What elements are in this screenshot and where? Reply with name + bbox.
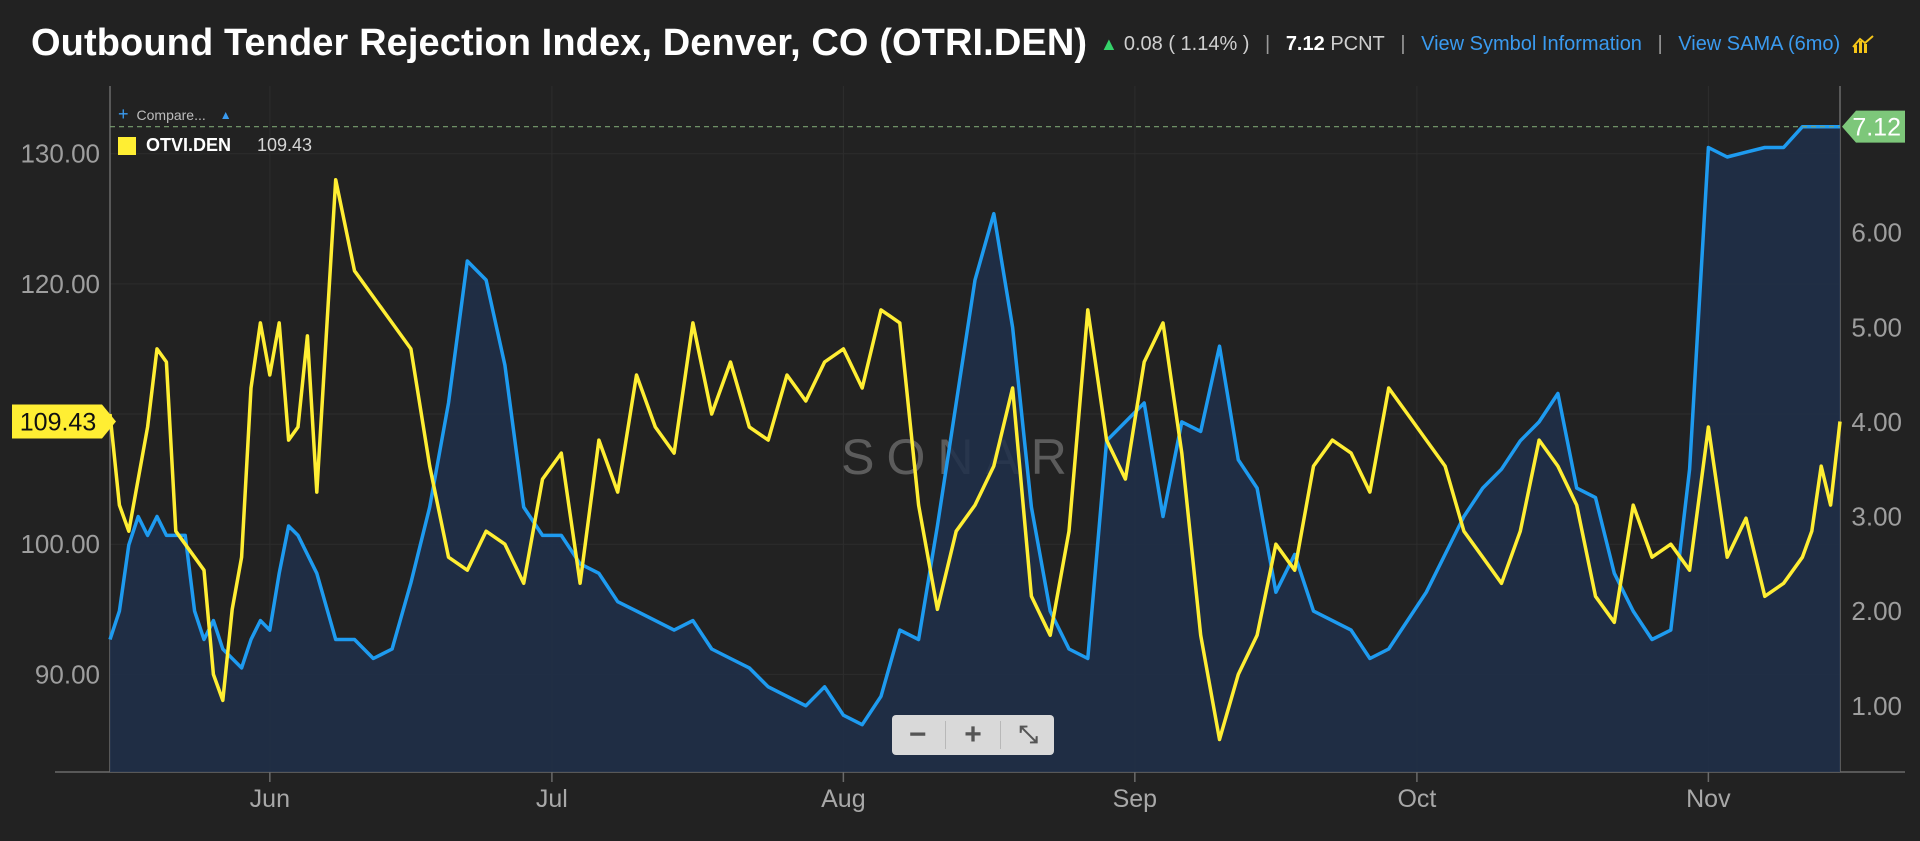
x-axis-tick-label: Sep	[1113, 785, 1157, 813]
compare-button[interactable]: + Compare... ▲	[118, 104, 312, 125]
sama-chart-icon[interactable]	[1851, 34, 1874, 55]
view-sama-link[interactable]: View SAMA (6mo)	[1678, 33, 1841, 56]
otri-area	[110, 126, 1840, 772]
legend-swatch	[118, 136, 136, 155]
change-percent: ( 1.14% )	[1168, 33, 1250, 56]
zoom-out-button[interactable]: −	[908, 718, 927, 751]
divider: |	[1657, 33, 1663, 56]
otri-series	[108, 124, 1840, 772]
otri-line	[108, 124, 1840, 727]
legend-item[interactable]: OTVI.DEN 109.43	[118, 135, 312, 156]
otri-current-badge	[1842, 110, 1905, 143]
zoom-reset-button[interactable]: ⤡	[1018, 721, 1038, 748]
x-axis-tick-label: Oct	[1397, 785, 1436, 813]
compare-label: Compare...	[136, 106, 206, 123]
left-axis-tick-label: 100.00	[20, 529, 100, 559]
right-axis-tick-label: 2.00	[1851, 596, 1902, 626]
plus-icon: +	[118, 104, 129, 124]
up-arrow-icon: ▲	[1100, 34, 1118, 55]
header-info: ▲ 0.08 ( 1.14% ) | 7.12 PCNT | View Symbo…	[1100, 33, 1874, 56]
divider	[944, 721, 946, 749]
left-axis-tick-label: 120.00	[20, 269, 100, 299]
right-axis-tick-label: 4.00	[1851, 407, 1902, 437]
legend: + Compare... ▲ OTVI.DEN 109.43	[118, 104, 312, 156]
chart-title: Outbound Tender Rejection Index, Denver,…	[31, 22, 1088, 64]
right-axis-tick-label: 1.00	[1851, 691, 1902, 721]
divider: |	[1265, 33, 1271, 56]
legend-series-name: OTVI.DEN	[146, 135, 232, 155]
divider: |	[1400, 33, 1406, 56]
zoom-controls: − + ⤡	[892, 715, 1054, 755]
x-axis-tick-label: Aug	[821, 785, 865, 813]
right-axis-tick-label: 5.00	[1851, 312, 1902, 342]
zoom-in-button[interactable]: +	[964, 718, 982, 751]
left-axis-tick-label: 130.00	[20, 139, 100, 169]
right-axis-tick-label: 6.00	[1851, 218, 1902, 248]
change-value: 0.08	[1123, 33, 1163, 56]
otvi-current-label: 109.43	[20, 408, 96, 436]
view-symbol-link[interactable]: View Symbol Information	[1421, 33, 1642, 56]
otri-current-label: 7.12	[1852, 114, 1901, 142]
otvi-series	[108, 177, 1842, 742]
otvi-current-badge	[12, 404, 116, 439]
otvi-line	[108, 177, 1842, 742]
unit-label: PCNT	[1330, 33, 1385, 56]
x-axis-tick-label: Jun	[250, 785, 290, 813]
right-axis-tick-label: 3.00	[1851, 502, 1902, 532]
left-axis-tick-label: 90.00	[35, 659, 100, 689]
chart-header: Outbound Tender Rejection Index, Denver,…	[0, 0, 1920, 87]
x-axis-tick-label: Nov	[1686, 785, 1731, 813]
current-value: 7.12	[1285, 33, 1325, 56]
divider	[1000, 721, 1002, 749]
chevron-up-icon: ▲	[219, 107, 232, 122]
x-axis-tick-label: Jul	[536, 785, 568, 813]
legend-series-value: 109.43	[257, 135, 313, 155]
axis-labels: 90.00100.00110.00120.00130.001.002.003.0…	[12, 110, 1905, 813]
